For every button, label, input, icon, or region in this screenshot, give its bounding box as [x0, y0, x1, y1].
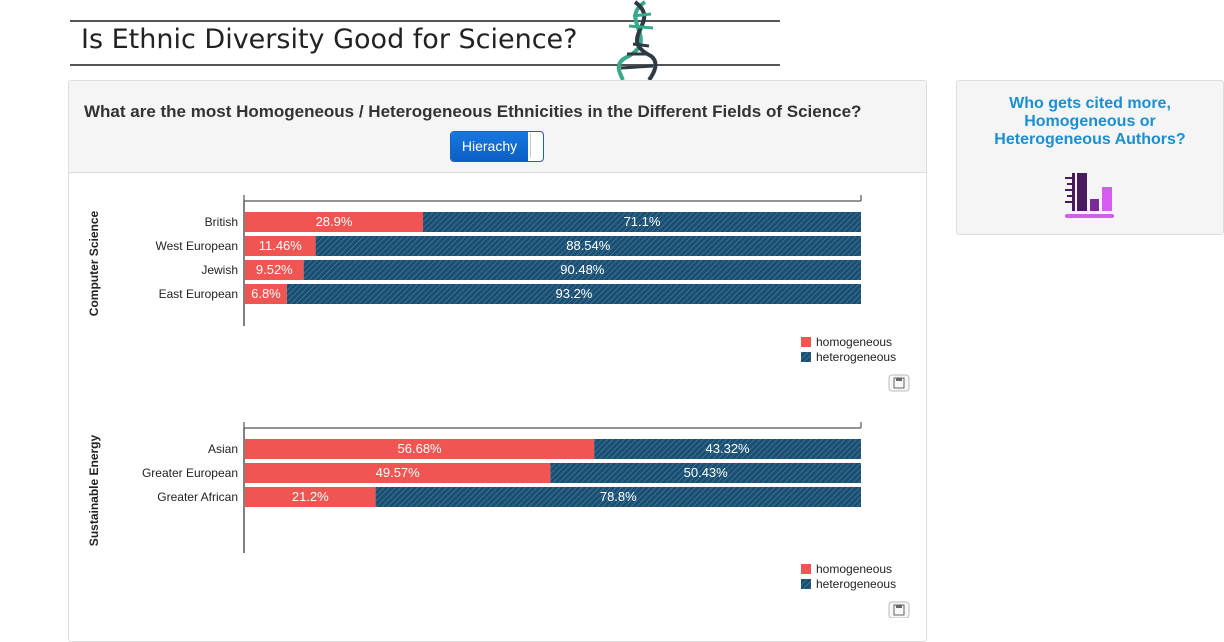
bar-value-label: 43.32%: [706, 441, 751, 456]
legend-label: heterogeneous: [816, 577, 896, 591]
site-header: Is Ethnic Diversity Good for Science?: [70, 0, 780, 82]
bar-value-label: 88.54%: [566, 238, 611, 253]
homogeneous-bar: [245, 487, 376, 507]
category-label: East European: [159, 287, 238, 301]
bar-value-label: 28.9%: [316, 214, 353, 229]
bar-value-label: 6.8%: [251, 286, 281, 301]
homogeneous-bar: [245, 212, 424, 232]
legend-label: heterogeneous: [816, 350, 896, 364]
panel-header: What are the most Homogeneous / Heteroge…: [69, 81, 926, 173]
citations-card[interactable]: Who gets cited more, Homogeneous or Hete…: [956, 80, 1224, 235]
bar-value-label: 50.43%: [684, 465, 729, 480]
bar-value-label: 49.57%: [376, 465, 421, 480]
save-button[interactable]: [888, 601, 910, 618]
hierarchy-toggle-label: Hierachy: [451, 132, 528, 161]
heterogeneous-bar: [315, 236, 861, 256]
bar-value-label: 11.46%: [259, 238, 303, 253]
save-icon-shutter: [896, 378, 902, 381]
bar-chart-icon: [1065, 173, 1114, 218]
bar-value-label: 71.1%: [624, 214, 661, 229]
heterogeneous-bar: [303, 260, 861, 280]
legend-swatch-homogeneous: [801, 564, 811, 574]
category-label: Greater European: [142, 466, 238, 480]
field-label: Sustainable Energy: [87, 434, 101, 546]
heterogeneous-bar: [594, 439, 861, 459]
legend-label: homogeneous: [816, 562, 892, 576]
citations-card-text: Who gets cited more, Homogeneous or Hete…: [957, 95, 1223, 149]
legend-swatch-homogeneous: [801, 337, 811, 347]
category-label: West European: [156, 239, 239, 253]
diversity-panel: What are the most Homogeneous / Heteroge…: [68, 80, 927, 642]
homogeneous-bar: [245, 463, 551, 483]
toggle-knob: [530, 133, 542, 158]
field-label: Computer Science: [87, 210, 101, 316]
heterogeneous-bar: [375, 487, 861, 507]
homogeneous-bar: [245, 439, 595, 459]
citations-card-line2: Homogeneous or: [1024, 113, 1156, 130]
category-label: Greater African: [157, 490, 238, 504]
homogeneous-bar: [245, 236, 316, 256]
save-icon-shutter: [896, 605, 902, 608]
legend-swatch-heterogeneous: [801, 352, 811, 362]
citations-card-line3: Heterogeneous Authors?: [994, 131, 1186, 148]
bar-value-label: 78.8%: [600, 489, 637, 504]
citations-card-line1: Who gets cited more,: [1009, 95, 1171, 112]
site-title: Is Ethnic Diversity Good for Science?: [81, 24, 578, 55]
bar-value-label: 93.2%: [556, 286, 593, 301]
legend-label: homogeneous: [816, 335, 892, 349]
bar-value-label: 21.2%: [292, 489, 329, 504]
dna-icon: [616, 0, 658, 82]
homogeneous-bar: [245, 284, 287, 304]
homogeneous-bar: [245, 260, 304, 280]
save-button[interactable]: [888, 374, 910, 392]
bar-value-label: 56.68%: [398, 441, 443, 456]
hierarchy-toggle[interactable]: Hierachy: [450, 131, 544, 162]
bar-value-label: 9.52%: [256, 262, 293, 277]
heterogeneous-bar: [286, 284, 861, 304]
heterogeneous-bar: [550, 463, 861, 483]
heterogeneous-bar: [423, 212, 861, 232]
category-label: British: [205, 215, 238, 229]
category-label: Asian: [208, 442, 238, 456]
panel-question: What are the most Homogeneous / Heteroge…: [84, 102, 862, 121]
stacked-bar-charts: Computer Science British 28.9% 71.1% West Eu…: [87, 195, 910, 618]
bar-value-label: 90.48%: [560, 262, 605, 277]
legend-swatch-heterogeneous: [801, 579, 811, 589]
category-label: Jewish: [201, 263, 238, 277]
